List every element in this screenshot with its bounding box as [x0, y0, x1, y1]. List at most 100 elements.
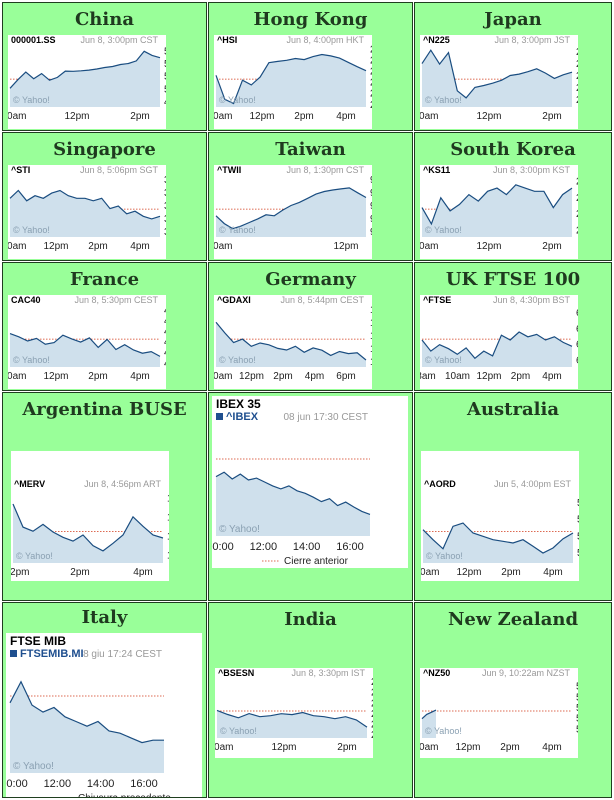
intraday-chart: 000001.SS Jun 8, 3:00pm CST 5,150 5,100 5,05… — [8, 35, 166, 122]
intraday-chart: ^KS11 Jun 8, 3:00pm KST 2,070 2,065 2,060 2,0… — [420, 165, 578, 252]
y-tick-label: 27,500 — [370, 44, 372, 55]
x-tick-label: 4pm — [133, 567, 152, 578]
y-tick-label: 9,300 — [370, 214, 372, 225]
x-tick-label: 10:00 — [212, 541, 234, 553]
market-title: Italy — [81, 607, 128, 628]
timestamp: Jun 8, 5:06pm SGT — [80, 165, 159, 175]
y-tick-label: 3,335 — [164, 175, 166, 186]
y-tick-label: 4,920 — [164, 316, 166, 327]
ticker-symbol: ^KS11 — [423, 165, 450, 175]
x-tick-label: 10:00 — [6, 778, 28, 790]
market-title: Taiwan — [275, 139, 346, 160]
ticker-symbol: ^GDAXI — [217, 295, 251, 305]
yahoo-credit: © Yahoo! — [425, 726, 462, 736]
price-line — [215, 53, 367, 105]
x-tick-label: 10am — [445, 371, 470, 382]
x-tick-label: 12pm — [64, 111, 89, 122]
ticker-symbol: 000001.SS — [11, 35, 56, 45]
price-area — [423, 523, 573, 563]
chart-panel[interactable]: 000001.SS Jun 8, 3:00pm CST 5,150 5,100 5,05… — [8, 35, 166, 129]
y-tick-label: 27,400 — [370, 56, 372, 67]
y-tick-label: 4,840 — [164, 358, 166, 369]
price-area — [216, 472, 370, 536]
x-tick-label: 8am — [420, 371, 436, 382]
chart-panel[interactable]: IBEX 35^IBEX 08 jun 17:30 CEST 10:00 12:00 1… — [212, 396, 408, 568]
x-tick-label: 4pm — [336, 111, 355, 122]
price-area — [10, 333, 160, 367]
x-tick-label: 2pm — [511, 371, 530, 382]
chart-panel[interactable]: ^FTSE Jun 8, 4:30pm BST 6,840 6,820 6,800 6,7… — [420, 295, 578, 389]
x-tick-label: 12pm — [271, 742, 296, 753]
chart-panel[interactable]: ^GDAXI Jun 8, 5:44pm CEST 11,250 11,200 11,1… — [214, 295, 372, 389]
chart-panel[interactable]: ^N225 Jun 8, 3:00pm JST 20,55020,50020,450… — [420, 35, 578, 129]
ticker-symbol: ^NZ50 — [423, 668, 450, 678]
price-line — [215, 321, 367, 361]
market-cell-uk-ftse-100: UK FTSE 100 ^FTSE Jun 8, 4:30pm BST 6,840 6,… — [414, 262, 612, 391]
intraday-chart: ^STI Jun 8, 5:06pm SGT 3,335 3,330 3,325 3,32… — [8, 165, 166, 252]
intraday-chart: ^N225 Jun 8, 3:00pm JST 20,55020,50020,450… — [420, 35, 578, 122]
y-tick-label: 6,820 — [576, 324, 578, 335]
timestamp: 08 jun 17:30 CEST — [284, 412, 369, 423]
chart-panel[interactable]: ^KS11 Jun 8, 3:00pm KST 2,070 2,065 2,060 2,0… — [420, 165, 578, 259]
y-tick-label: 26,400 — [371, 730, 373, 741]
y-tick-label: 5,150 — [164, 46, 166, 57]
chart-panel[interactable]: ^AORD Jun 5, 4:00pm EST 5,540 5,520 5,500 5,4… — [421, 451, 579, 581]
chart-panel[interactable]: ^BSESN Jun 8, 3:30pm IST 26,90026,80026,70… — [215, 668, 373, 758]
y-tick-label: 9,350 — [370, 201, 372, 212]
y-tick-label: 5,870 — [576, 724, 578, 735]
price-line — [215, 471, 371, 515]
price-line — [9, 333, 161, 357]
y-tick-label: 4,900 — [164, 326, 166, 337]
intraday-chart: ^FTSE Jun 8, 4:30pm BST 6,840 6,820 6,800 6,7… — [420, 295, 578, 382]
x-tick-label: 2pm — [500, 742, 519, 753]
y-tick-label: 20,450 — [576, 71, 578, 82]
ticker-symbol: CAC40 — [11, 295, 41, 305]
x-tick-label: 12pm — [456, 567, 481, 578]
chart-panel[interactable]: ^TWII Jun 8, 1:30pm CST 9,450 9,400 9,350 9,3… — [214, 165, 372, 259]
y-tick-label: 20,500 — [576, 59, 578, 70]
y-tick-label: 27,200 — [370, 78, 372, 89]
y-tick-label: 3,315 — [164, 227, 166, 238]
x-tick-label: 10am — [8, 241, 27, 252]
yahoo-credit: © Yahoo! — [425, 225, 462, 235]
market-title: India — [284, 609, 337, 630]
x-tick-label: 4pm — [130, 241, 149, 252]
x-tick-label: 4pm — [543, 567, 562, 578]
market-title: New Zealand — [447, 609, 579, 630]
ticker-symbol: ^AORD — [424, 479, 456, 489]
timestamp: Jun 8, 3:00pm JST — [494, 35, 570, 45]
timestamp: 8 giu 17:24 CEST — [83, 649, 162, 660]
market-cell-china: China 000001.SS Jun 8, 3:00pm CST 5,150 5,10… — [2, 2, 207, 131]
x-tick-label: 2pm — [542, 241, 561, 252]
y-tick-label: 26,600 — [371, 709, 373, 720]
yahoo-credit: © Yahoo! — [219, 524, 260, 535]
price-line — [216, 709, 368, 728]
timestamp: Jun 8, 3:00pm KST — [493, 165, 571, 175]
price-area — [216, 322, 366, 367]
price-line — [422, 522, 574, 554]
market-cell-hong-kong: Hong Kong ^HSI Jun 8, 4:00pm HKT 27,50027,4… — [208, 2, 413, 131]
x-tick-label: 6pm — [336, 371, 355, 382]
market-cell-taiwan: Taiwan ^TWII Jun 8, 1:30pm CST 9,450 9,400 9,… — [208, 132, 413, 261]
y-tick-label: 5,520 — [577, 515, 579, 526]
yahoo-credit: © Yahoo! — [219, 95, 256, 105]
chart-panel[interactable]: ^STI Jun 8, 5:06pm SGT 3,335 3,330 3,325 3,32… — [8, 165, 166, 259]
x-tick-label: 10am — [215, 742, 234, 753]
ticker-symbol: ^MERV — [14, 479, 45, 489]
x-tick-label: 12pm — [43, 241, 68, 252]
chart-panel[interactable]: ^MERV Jun 8, 4:56pm ART 11,300 11,250 11,200… — [11, 451, 169, 581]
y-tick-label: 11,250 — [370, 305, 372, 316]
price-area — [10, 190, 160, 237]
y-tick-label: 3,330 — [164, 188, 166, 199]
ticker-symbol: ^BSESN — [218, 668, 254, 678]
market-title: UK FTSE 100 — [445, 269, 581, 290]
